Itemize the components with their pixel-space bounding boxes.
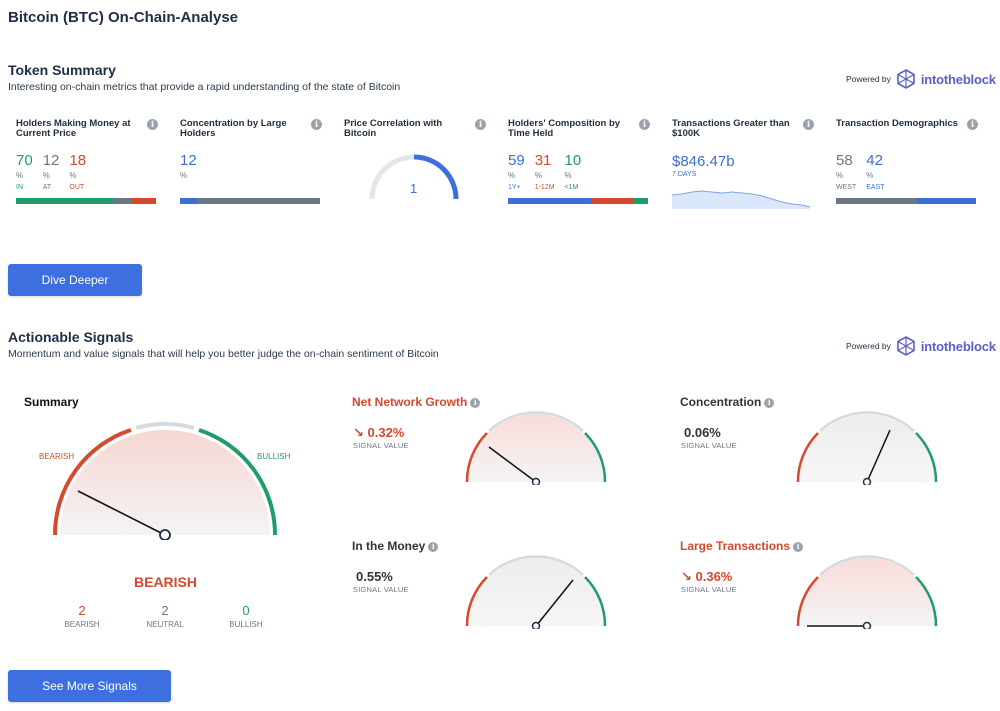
- summary-title: Summary: [24, 395, 79, 409]
- metric-east: 42 % EAST: [866, 152, 885, 192]
- card-concentration: Concentration by Large Holders i 12 %: [180, 119, 322, 239]
- intotheblock-logo-icon: [897, 336, 915, 356]
- card-title: Transactions Greater than $100K: [672, 118, 790, 139]
- summary-gauge: [52, 422, 278, 540]
- metric-1-12m: 31 % 1-12M: [534, 152, 555, 192]
- signal-value-label: SIGNAL VALUE: [681, 585, 737, 594]
- info-icon[interactable]: i: [428, 542, 439, 552]
- in-the-money-title: In the Money i: [352, 539, 439, 553]
- powered-by-label: Powered by: [846, 341, 891, 351]
- metric-concentration: 12 %: [180, 152, 197, 181]
- info-icon[interactable]: i: [639, 119, 650, 130]
- correlation-value: 1: [410, 181, 418, 196]
- large-transactions-gauge: [796, 555, 938, 629]
- see-more-signals-button[interactable]: See More Signals: [8, 670, 171, 702]
- card-title: Concentration by Large Holders: [180, 118, 287, 139]
- intotheblock-logo-icon: [897, 69, 915, 89]
- signal-value-label: SIGNAL VALUE: [681, 441, 737, 450]
- dive-deeper-button[interactable]: Dive Deeper: [8, 264, 142, 296]
- summary-verdict: BEARISH: [134, 574, 198, 590]
- info-icon[interactable]: i: [475, 119, 486, 130]
- info-icon[interactable]: i: [764, 398, 775, 408]
- bearish-count: 2 BEARISH: [64, 603, 100, 630]
- signal-value-label: SIGNAL VALUE: [353, 441, 409, 450]
- large-transactions-title: Large Transactions i: [680, 539, 804, 553]
- metric-at: 12 % AT: [42, 152, 60, 192]
- signals-description: Momentum and value signals that will hel…: [8, 348, 439, 360]
- card-title: Holders Making Money at Current Price: [16, 118, 131, 139]
- card-title: Holders' Composition by Time Held: [508, 118, 621, 139]
- transactions-period: 7 DAYS: [672, 171, 697, 178]
- token-summary-description: Interesting on-chain metrics that provid…: [8, 81, 401, 93]
- card-large-transactions: Transactions Greater than $100K i $846.4…: [672, 119, 814, 239]
- demographics-bar: [836, 198, 976, 204]
- metric-out: 18 % OUT: [69, 152, 87, 192]
- info-icon[interactable]: i: [470, 398, 481, 408]
- signal-value-label: SIGNAL VALUE: [353, 585, 409, 594]
- info-icon[interactable]: i: [803, 119, 814, 130]
- concentration-signal-gauge: [796, 411, 938, 485]
- metric-west: 58 % WEST: [836, 152, 857, 192]
- metric-1y: 59 % 1Y+: [508, 152, 525, 192]
- metric-in: 70 % IN: [16, 152, 33, 192]
- card-price-correlation: Price Correlation with Bitcoin i 1: [344, 119, 486, 239]
- transactions-value: $846.47b: [672, 153, 735, 170]
- large-transactions-value: ↘ 0.36%: [681, 569, 733, 584]
- correlation-gauge: [369, 154, 459, 200]
- in-the-money-value: 0.55%: [356, 569, 393, 584]
- bullish-count: 0 BULLISH: [229, 603, 263, 630]
- card-title: Transaction Demographics: [836, 118, 958, 129]
- info-icon[interactable]: i: [967, 119, 978, 130]
- holders-money-bar: [16, 198, 156, 204]
- bearish-side-label: BEARISH: [39, 452, 75, 461]
- brand-name: intotheblock: [920, 71, 996, 87]
- composition-bar: [508, 198, 648, 204]
- brand-name: intotheblock: [920, 338, 996, 354]
- concentration-signal-value: 0.06%: [684, 425, 721, 440]
- info-icon[interactable]: i: [311, 119, 322, 130]
- metric-1m: 10 % <1M: [564, 152, 582, 192]
- net-network-growth-gauge: [465, 411, 607, 485]
- signals-title: Actionable Signals: [8, 329, 134, 345]
- concentration-signal-title: Concentration i: [680, 395, 775, 409]
- net-network-growth-title: Net Network Growth i: [352, 395, 481, 409]
- card-title: Price Correlation with Bitcoin: [344, 118, 443, 139]
- net-network-growth-value: ↘ 0.32%: [353, 425, 405, 440]
- card-holders-composition: Holders' Composition by Time Held i 59 %…: [508, 119, 650, 239]
- card-transaction-demographics: Transaction Demographics i 58 % WEST 42 …: [836, 119, 978, 239]
- page-title: Bitcoin (BTC) On-Chain-Analyse: [8, 9, 239, 26]
- concentration-bar: [180, 198, 320, 204]
- powered-by-intotheblock-signals[interactable]: Powered by intotheblock: [846, 336, 996, 356]
- neutral-count: 2 NEUTRAL: [146, 603, 184, 630]
- info-icon[interactable]: i: [793, 542, 804, 552]
- card-holders-making-money: Holders Making Money at Current Price i …: [16, 119, 158, 239]
- powered-by-intotheblock[interactable]: Powered by intotheblock: [846, 69, 996, 89]
- info-icon[interactable]: i: [147, 119, 158, 130]
- bullish-side-label: BULLISH: [257, 452, 291, 461]
- token-summary-title: Token Summary: [8, 62, 116, 78]
- in-the-money-gauge: [465, 555, 607, 629]
- transactions-sparkline: [672, 190, 811, 209]
- powered-by-label: Powered by: [846, 74, 891, 84]
